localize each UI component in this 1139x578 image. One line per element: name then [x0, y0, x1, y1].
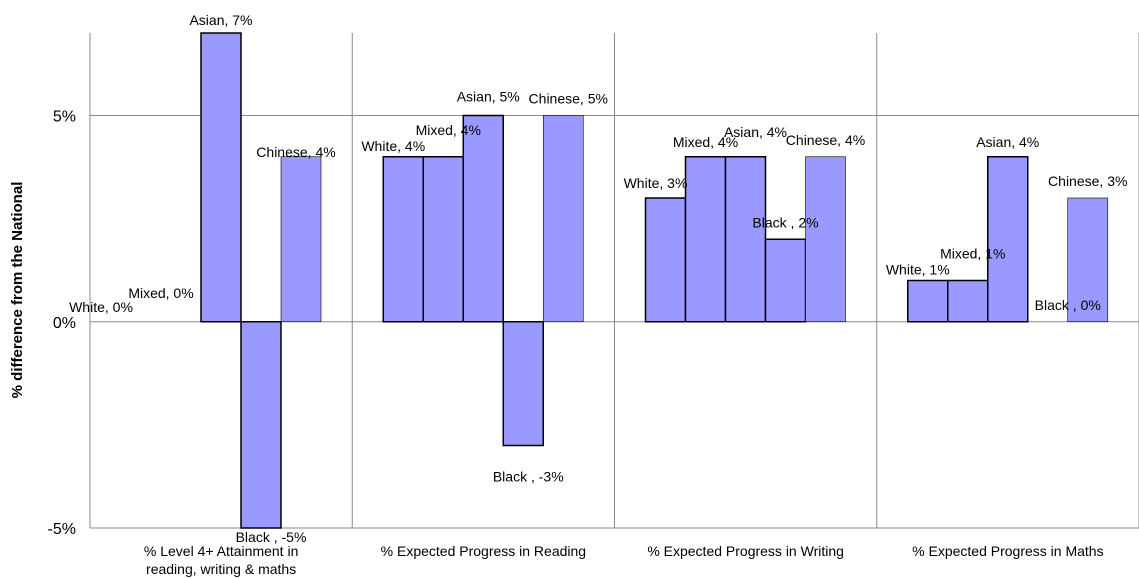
- bar-chinese: [280, 156, 322, 323]
- x-category-label: % Expected Progress in Maths: [912, 543, 1103, 559]
- bar-mixed: [684, 156, 727, 323]
- data-label: Asian, 5%: [457, 89, 520, 105]
- label-layer: White, 0%Mixed, 0% Asian, 7% Black , -5% Ch…: [69, 12, 1127, 545]
- x-category-label: % Expected Progress in Writing: [647, 543, 844, 559]
- bar-asian: [987, 156, 1029, 323]
- data-label: Mixed, 1%: [940, 246, 1005, 262]
- bar-white: [644, 197, 687, 323]
- data-label: Chinese, 5%: [529, 91, 608, 107]
- data-label: Chinese, 4%: [256, 144, 335, 160]
- data-label: Mixed, 4%: [673, 134, 738, 150]
- x-category-label: % Expected Progress in Reading: [381, 543, 586, 559]
- data-label: Chinese, 3%: [1048, 173, 1127, 189]
- data-label: Chinese, 4%: [786, 132, 865, 148]
- data-label: Black , 2%: [752, 214, 818, 230]
- y-axis-title: % difference from the National: [9, 182, 26, 399]
- x-category-label: reading, writing & maths: [146, 561, 296, 577]
- data-label: White, 0%: [69, 299, 133, 315]
- bar-chinese: [805, 156, 846, 323]
- data-label: Mixed, 4%: [416, 122, 481, 138]
- axis-layer: 5% 0% -5% % Level 4+ Attainment in reading, …: [48, 109, 1104, 578]
- bar-black: [502, 321, 544, 447]
- bar-asian: [200, 32, 242, 323]
- bar-chinese: [1067, 197, 1109, 323]
- data-label: Asian, 4%: [724, 124, 787, 140]
- bar-black: [764, 238, 807, 323]
- y-tick-label: 5%: [53, 109, 76, 126]
- x-category-label: % Level 4+ Attainment in: [144, 543, 299, 559]
- bar-black: [240, 321, 282, 529]
- y-tick-label: -5%: [48, 521, 76, 538]
- data-label: Mixed, 0%: [128, 285, 193, 301]
- bar-mixed: [422, 156, 464, 323]
- data-label: Asian, 7%: [189, 12, 252, 28]
- data-label: White, 1%: [886, 262, 950, 278]
- bar-mixed: [947, 279, 989, 323]
- data-label: Black , -5%: [236, 529, 307, 545]
- y-tick-label: 0%: [53, 315, 76, 332]
- bar-white: [907, 279, 949, 323]
- data-label: Asian, 4%: [976, 134, 1039, 150]
- bar-chinese: [542, 115, 584, 323]
- data-label: White, 4%: [361, 138, 425, 154]
- bar-white: [382, 156, 424, 323]
- data-label: Black , -3%: [493, 469, 564, 485]
- data-label: Black , 0%: [1035, 297, 1101, 313]
- bar-asian: [462, 114, 504, 323]
- data-label: White, 3%: [624, 175, 688, 191]
- bar-asian: [724, 156, 767, 323]
- bar-layer: [200, 32, 1109, 529]
